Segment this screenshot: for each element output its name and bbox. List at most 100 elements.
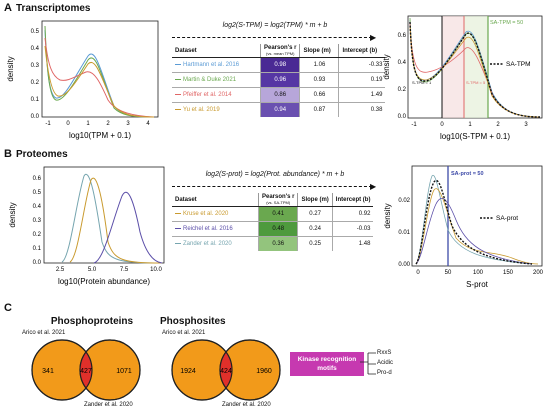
intercept-cell: 0.38 <box>338 102 386 117</box>
x-tick: 1 <box>468 122 472 128</box>
curve-reichel <box>93 191 163 264</box>
panel-a-letter: A <box>4 2 12 14</box>
y-tick: 0.6 <box>398 33 407 39</box>
slope-cell: 0.25 <box>297 236 333 251</box>
motif-label: RxxS <box>377 350 392 356</box>
x-tick: 2.5 <box>56 267 65 273</box>
bracket-connector <box>360 352 376 375</box>
dataset-cell: Hartmann et al. 2016 <box>172 57 261 73</box>
proteome-density-chart: density 0.0 0.1 0.2 0.3 0.4 0.5 0.6 2.5 … <box>8 166 165 286</box>
intercept-cell: -0.33 <box>338 57 386 73</box>
col-pearson-label: Pearson's r <box>264 45 297 51</box>
pearson-cell: 0.98 <box>259 57 300 73</box>
legend-swatch <box>175 78 181 80</box>
dataset-cell: Zander et al. 2020 <box>172 236 259 251</box>
dataset-cell: Yu et al. 2019 <box>172 102 261 117</box>
intercept-cell: 1.49 <box>338 87 386 103</box>
y-tick: 0.2 <box>31 80 40 86</box>
col-slope: Slope (m) <box>297 193 333 207</box>
curve-sa-prot <box>415 179 533 265</box>
phosphosites-title: Phosphosites <box>160 316 226 327</box>
slope-cell: 0.27 <box>297 206 333 222</box>
venn-right-count: 1071 <box>116 368 132 375</box>
slope-cell: 1.06 <box>299 57 339 73</box>
legend-swatch <box>175 242 181 244</box>
intercept-cell: -0.03 <box>331 221 374 237</box>
motif-label: Acidic <box>377 360 394 366</box>
phosphoproteins-title: Phosphoproteins <box>50 316 134 327</box>
legend-swatch <box>175 93 181 95</box>
panel-b-equation: log2(S-prot) = log2(Prot. abundance) * m… <box>205 171 345 178</box>
venn-outline <box>219 339 281 401</box>
panel-b-title: Proteomes <box>16 149 68 160</box>
x-tick: -1 <box>45 121 51 127</box>
pearson-cell: 0.96 <box>259 72 300 88</box>
venn-left-count: 1924 <box>180 368 196 375</box>
plot-frame <box>43 166 165 264</box>
x-tick: 0 <box>416 270 420 276</box>
panel-a-table: Dataset Pearson's r (vs. mean TPM) Slope … <box>172 44 386 117</box>
venn-outline <box>171 339 233 401</box>
y-tick: 0.4 <box>33 204 42 210</box>
kinase-motifs-box: Kinase recognition motifs <box>290 352 364 376</box>
dataset-name: Martin & Duke 2021 <box>183 77 237 83</box>
intercept-cell: 0.92 <box>331 206 374 222</box>
curve-martin-duke <box>44 25 155 118</box>
y-axis-label: density <box>383 203 392 228</box>
x-tick: -1 <box>411 122 417 128</box>
x-tick: 5.0 <box>88 267 97 273</box>
sprot-density-chart: density 0.00 0.01 0.02 0 50 100 150 200 … <box>383 165 544 289</box>
range-band <box>442 16 464 118</box>
x-tick: 0 <box>66 121 70 127</box>
legend-swatch <box>175 227 181 229</box>
col-pearson-sub: (vs. mean TPM) <box>266 51 295 56</box>
x-tick: 2 <box>106 121 110 127</box>
venn-right-count: 1960 <box>256 368 272 375</box>
phosphoproteins-venn: 341 427 1071 <box>31 339 141 401</box>
transcriptome-density-chart: density 0.0 0.1 0.2 0.3 0.4 0.5 -1 0 1 2… <box>6 20 159 140</box>
table-row: Pfeiffer et al. 2014 0.86 0.66 1.49 <box>172 87 386 103</box>
y-tick: 0.01 <box>398 230 410 236</box>
col-pearson: Pearson's r (vs. mean TPM) <box>259 44 300 58</box>
curve-pfeiffer <box>44 37 155 118</box>
curve-yu <box>44 45 155 118</box>
dataset-name: Pfeiffer et al. 2014 <box>183 92 232 98</box>
x-axis-label: log10(S-TPM + 0.1) <box>440 132 510 141</box>
y-tick: 0.0 <box>33 260 42 266</box>
venn-top-label: Arico et al. 2021 <box>162 330 206 336</box>
dataset-name: Yu et al. 2019 <box>183 107 220 113</box>
dataset-name: Hartmann et al. 2016 <box>183 62 240 68</box>
pearson-cell: 0.36 <box>257 236 298 251</box>
col-intercept: Intercept (b) <box>331 193 374 207</box>
intercept-cell: 0.19 <box>338 72 386 88</box>
table-row: Zander et al. 2020 0.36 0.25 1.48 <box>172 236 374 251</box>
col-dataset: Dataset <box>172 44 261 58</box>
annotation-black: S-TPM = 1 <box>412 80 432 85</box>
col-dataset: Dataset <box>172 193 259 207</box>
x-tick: 4 <box>146 121 150 127</box>
y-tick: 0.4 <box>398 60 407 66</box>
dataset-cell: Martin & Duke 2021 <box>172 72 261 88</box>
legend-label: SA-prot <box>496 215 518 222</box>
bracket-lines <box>360 352 376 375</box>
x-tick: 50 <box>445 270 452 276</box>
panel-a-title: Transcriptomes <box>16 3 91 14</box>
annotation-red: S-TPM = 5 <box>466 80 486 85</box>
legend-swatch <box>175 108 181 110</box>
panel-a-equation: log2(S-TPM) = log2(TPM) * m + b <box>222 22 328 29</box>
venn-bottom-label: Zander et al. 2020 <box>84 402 133 408</box>
table-row: Kruse et al. 2020 0.41 0.27 0.92 <box>172 206 374 222</box>
y-tick: 0.1 <box>33 246 42 252</box>
y-tick: 0.0 <box>398 114 407 120</box>
intercept-cell: 1.48 <box>331 236 374 251</box>
curve-sa-tpm <box>409 21 541 118</box>
pearson-cell: 0.94 <box>259 102 300 117</box>
x-tick: 10.0 <box>150 267 162 273</box>
y-axis-label: density <box>8 202 17 227</box>
table-row: Reichel et al. 2016 0.48 0.24 -0.03 <box>172 221 374 237</box>
plot-frame <box>41 20 159 118</box>
venn-top-label: Arico et al. 2021 <box>22 330 66 336</box>
venn-middle-count: 424 <box>220 368 232 375</box>
y-axis-label: density <box>6 56 15 81</box>
dataset-name: Zander et al. 2020 <box>183 241 232 247</box>
